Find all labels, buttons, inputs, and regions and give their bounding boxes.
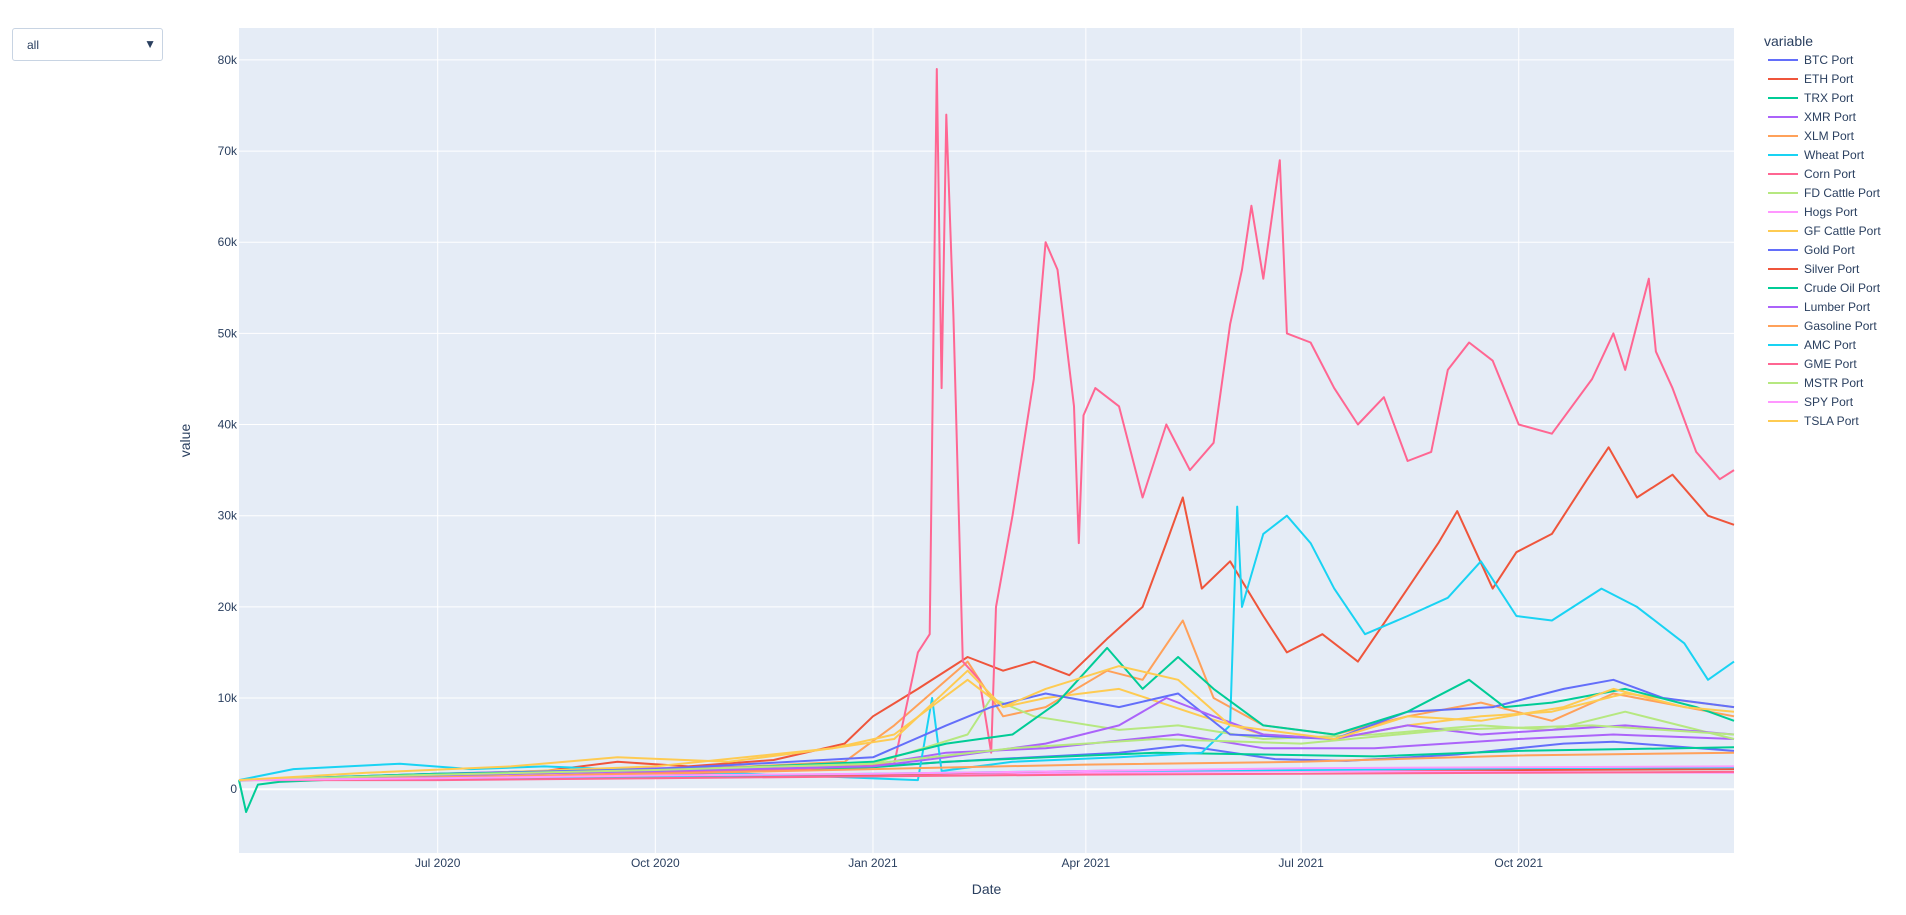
legend: variable BTC Port ETH Port TRX Port XMR Por…	[1764, 33, 1881, 428]
y-tick-label: 0	[230, 782, 237, 796]
legend-label: XMR Port	[1804, 110, 1857, 124]
view-dropdown[interactable]: all ▼	[12, 28, 163, 61]
series-line-mstr-port	[238, 724, 1735, 782]
legend-item[interactable]: ETH Port	[1768, 72, 1854, 86]
legend-item[interactable]: FD Cattle Port	[1768, 186, 1881, 200]
legend-label: Gold Port	[1804, 243, 1855, 257]
dropdown-selected-value: all	[27, 38, 40, 52]
series-line-spy-port	[238, 765, 1735, 782]
series-line-trx-port	[238, 746, 1735, 813]
y-tick-label: 30k	[218, 509, 238, 523]
y-tick-label: 50k	[218, 326, 238, 340]
y-tick-label: 80k	[218, 53, 238, 67]
legend-label: GME Port	[1804, 357, 1857, 371]
legend-item[interactable]: TSLA Port	[1768, 414, 1859, 428]
legend-item[interactable]: TRX Port	[1768, 91, 1854, 105]
series-layer	[238, 68, 1735, 813]
legend-item[interactable]: SPY Port	[1768, 395, 1854, 409]
legend-item[interactable]: AMC Port	[1768, 338, 1857, 352]
legend-item[interactable]: Gold Port	[1768, 243, 1855, 257]
y-axis-title: value	[177, 424, 193, 458]
y-tick-label: 40k	[218, 418, 238, 432]
x-tick-label: Jul 2021	[1278, 856, 1324, 870]
legend-label: Lumber Port	[1804, 300, 1871, 314]
series-line-lumber-port	[238, 697, 1735, 782]
x-tick-label: Apr 2021	[1061, 856, 1110, 870]
x-tick-label: Oct 2020	[631, 856, 680, 870]
series-line-xlm-port	[238, 619, 1735, 782]
legend-label: TSLA Port	[1804, 414, 1859, 428]
legend-item[interactable]: GME Port	[1768, 357, 1857, 371]
series-line-tsla-port	[238, 665, 1735, 782]
series-line-gasoline-port	[238, 751, 1735, 782]
series-line-crude-oil-port	[238, 646, 1735, 782]
y-tick-label: 20k	[218, 600, 238, 614]
y-tick-label: 10k	[218, 691, 238, 705]
legend-label: Silver Port	[1804, 262, 1860, 276]
legend-item[interactable]: Corn Port	[1768, 167, 1856, 181]
legend-label: XLM Port	[1804, 129, 1855, 143]
legend-item[interactable]: Gasoline Port	[1768, 319, 1877, 333]
legend-item[interactable]: GF Cattle Port	[1768, 224, 1881, 238]
legend-label: TRX Port	[1804, 91, 1854, 105]
x-axis-title: Date	[972, 881, 1002, 897]
legend-label: BTC Port	[1804, 53, 1854, 67]
legend-label: Corn Port	[1804, 167, 1856, 181]
y-axis: 0 10k 20k 30k 40k 50k 60k 70k 80k	[218, 53, 238, 796]
series-line-gme-port	[239, 770, 1735, 782]
legend-label: GF Cattle Port	[1804, 224, 1881, 238]
legend-item[interactable]: Lumber Port	[1768, 300, 1871, 314]
series-line-gf-cattle-port	[238, 678, 1735, 782]
legend-label: Hogs Port	[1804, 205, 1858, 219]
legend-label: SPY Port	[1804, 395, 1854, 409]
legend-label: ETH Port	[1804, 72, 1854, 86]
series-line-gold-port	[238, 678, 1735, 782]
legend-item[interactable]: MSTR Port	[1768, 376, 1864, 390]
legend-item[interactable]: Crude Oil Port	[1768, 281, 1881, 295]
series-line-corn-port	[238, 68, 1735, 782]
legend-label: Gasoline Port	[1804, 319, 1877, 333]
legend-label: Wheat Port	[1804, 148, 1865, 162]
legend-label: FD Cattle Port	[1804, 186, 1881, 200]
x-axis: Jul 2020 Oct 2020 Jan 2021 Apr 2021 Jul 2021…	[415, 856, 1543, 870]
legend-item[interactable]: Hogs Port	[1768, 205, 1858, 219]
legend-item[interactable]: XMR Port	[1768, 110, 1857, 124]
y-tick-label: 70k	[218, 144, 238, 158]
x-tick-label: Oct 2021	[1494, 856, 1543, 870]
y-tick-label: 60k	[218, 235, 238, 249]
chevron-down-icon: ▼	[144, 37, 156, 51]
legend-item[interactable]: Wheat Port	[1768, 148, 1865, 162]
x-tick-label: Jan 2021	[848, 856, 898, 870]
legend-title: variable	[1764, 33, 1813, 49]
x-tick-label: Jul 2020	[415, 856, 461, 870]
legend-item[interactable]: Silver Port	[1768, 262, 1860, 276]
legend-label: AMC Port	[1804, 338, 1857, 352]
legend-label: MSTR Port	[1804, 376, 1864, 390]
legend-item[interactable]: BTC Port	[1768, 53, 1854, 67]
legend-item[interactable]: XLM Port	[1768, 129, 1855, 143]
legend-label: Crude Oil Port	[1804, 281, 1881, 295]
